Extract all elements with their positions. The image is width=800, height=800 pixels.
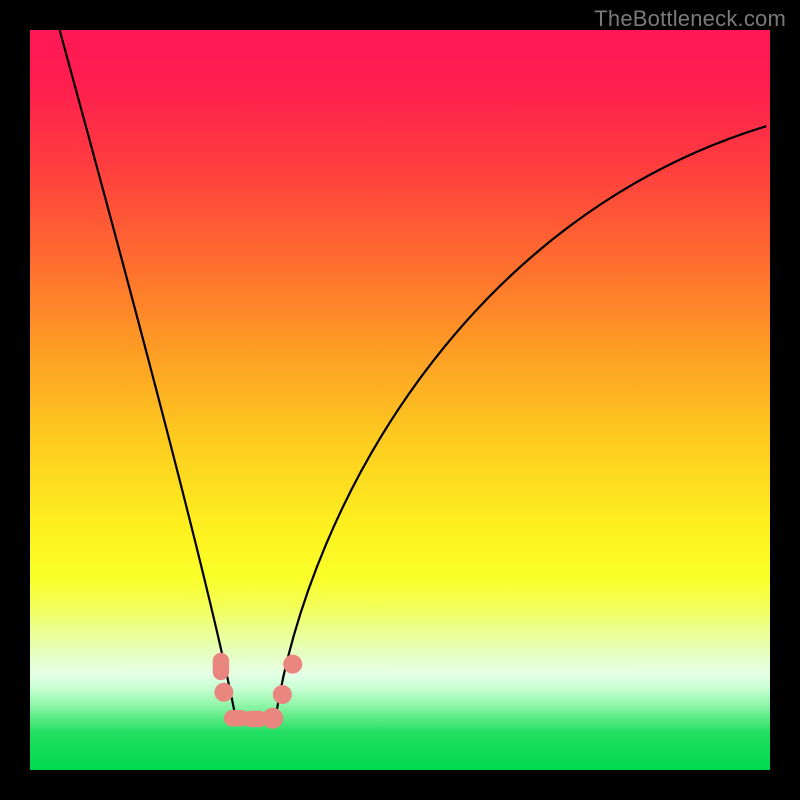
marker-4 <box>263 708 283 728</box>
marker-0 <box>213 653 228 679</box>
plot-area <box>30 30 770 770</box>
chart-svg <box>30 30 770 770</box>
gradient-background <box>30 30 770 770</box>
marker-6 <box>284 655 302 673</box>
marker-1 <box>215 683 233 701</box>
watermark-text: TheBottleneck.com <box>594 6 786 32</box>
outer-frame: TheBottleneck.com <box>0 0 800 800</box>
marker-5 <box>273 686 291 704</box>
